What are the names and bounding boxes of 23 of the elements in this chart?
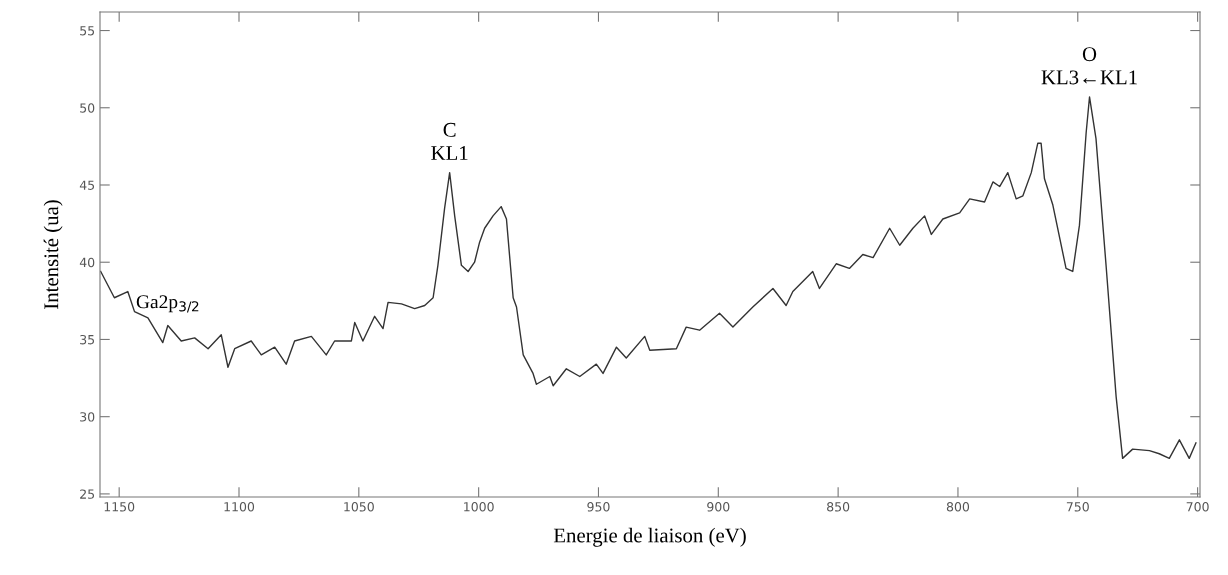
x-tick-label: 950: [587, 502, 610, 512]
annotation: C KL1: [431, 122, 468, 160]
y-tick-label: 35: [80, 334, 95, 345]
x-tick-label: 700: [1186, 502, 1209, 512]
y-tick-label: 25: [80, 489, 95, 499]
x-axis-title: Energie de liaison (eV): [553, 527, 746, 547]
x-tick-label: 900: [707, 502, 730, 512]
x-tick-label: 750: [1066, 502, 1089, 512]
x-tick-label: 1150: [104, 502, 135, 512]
y-axis-title: Intensité (ua): [43, 200, 63, 309]
x-tick-label: 1050: [344, 502, 374, 512]
line-series: [100, 96, 1197, 460]
annotation: O KL3←KL1: [1041, 47, 1137, 85]
x-tick-label: 1000: [464, 502, 494, 512]
y-tick-label: 50: [80, 103, 95, 113]
x-tick-label: 850: [827, 502, 850, 512]
y-tick-label: 55: [80, 26, 95, 36]
y-tick-label: 30: [80, 412, 95, 422]
x-tick-label: 800: [946, 502, 970, 512]
y-tick-label: 45: [79, 180, 95, 190]
annotation: Ga2p$_{3/2}$: [136, 295, 199, 313]
y-tick-label: 40: [79, 257, 95, 268]
x-tick-label: 1100: [224, 502, 255, 512]
